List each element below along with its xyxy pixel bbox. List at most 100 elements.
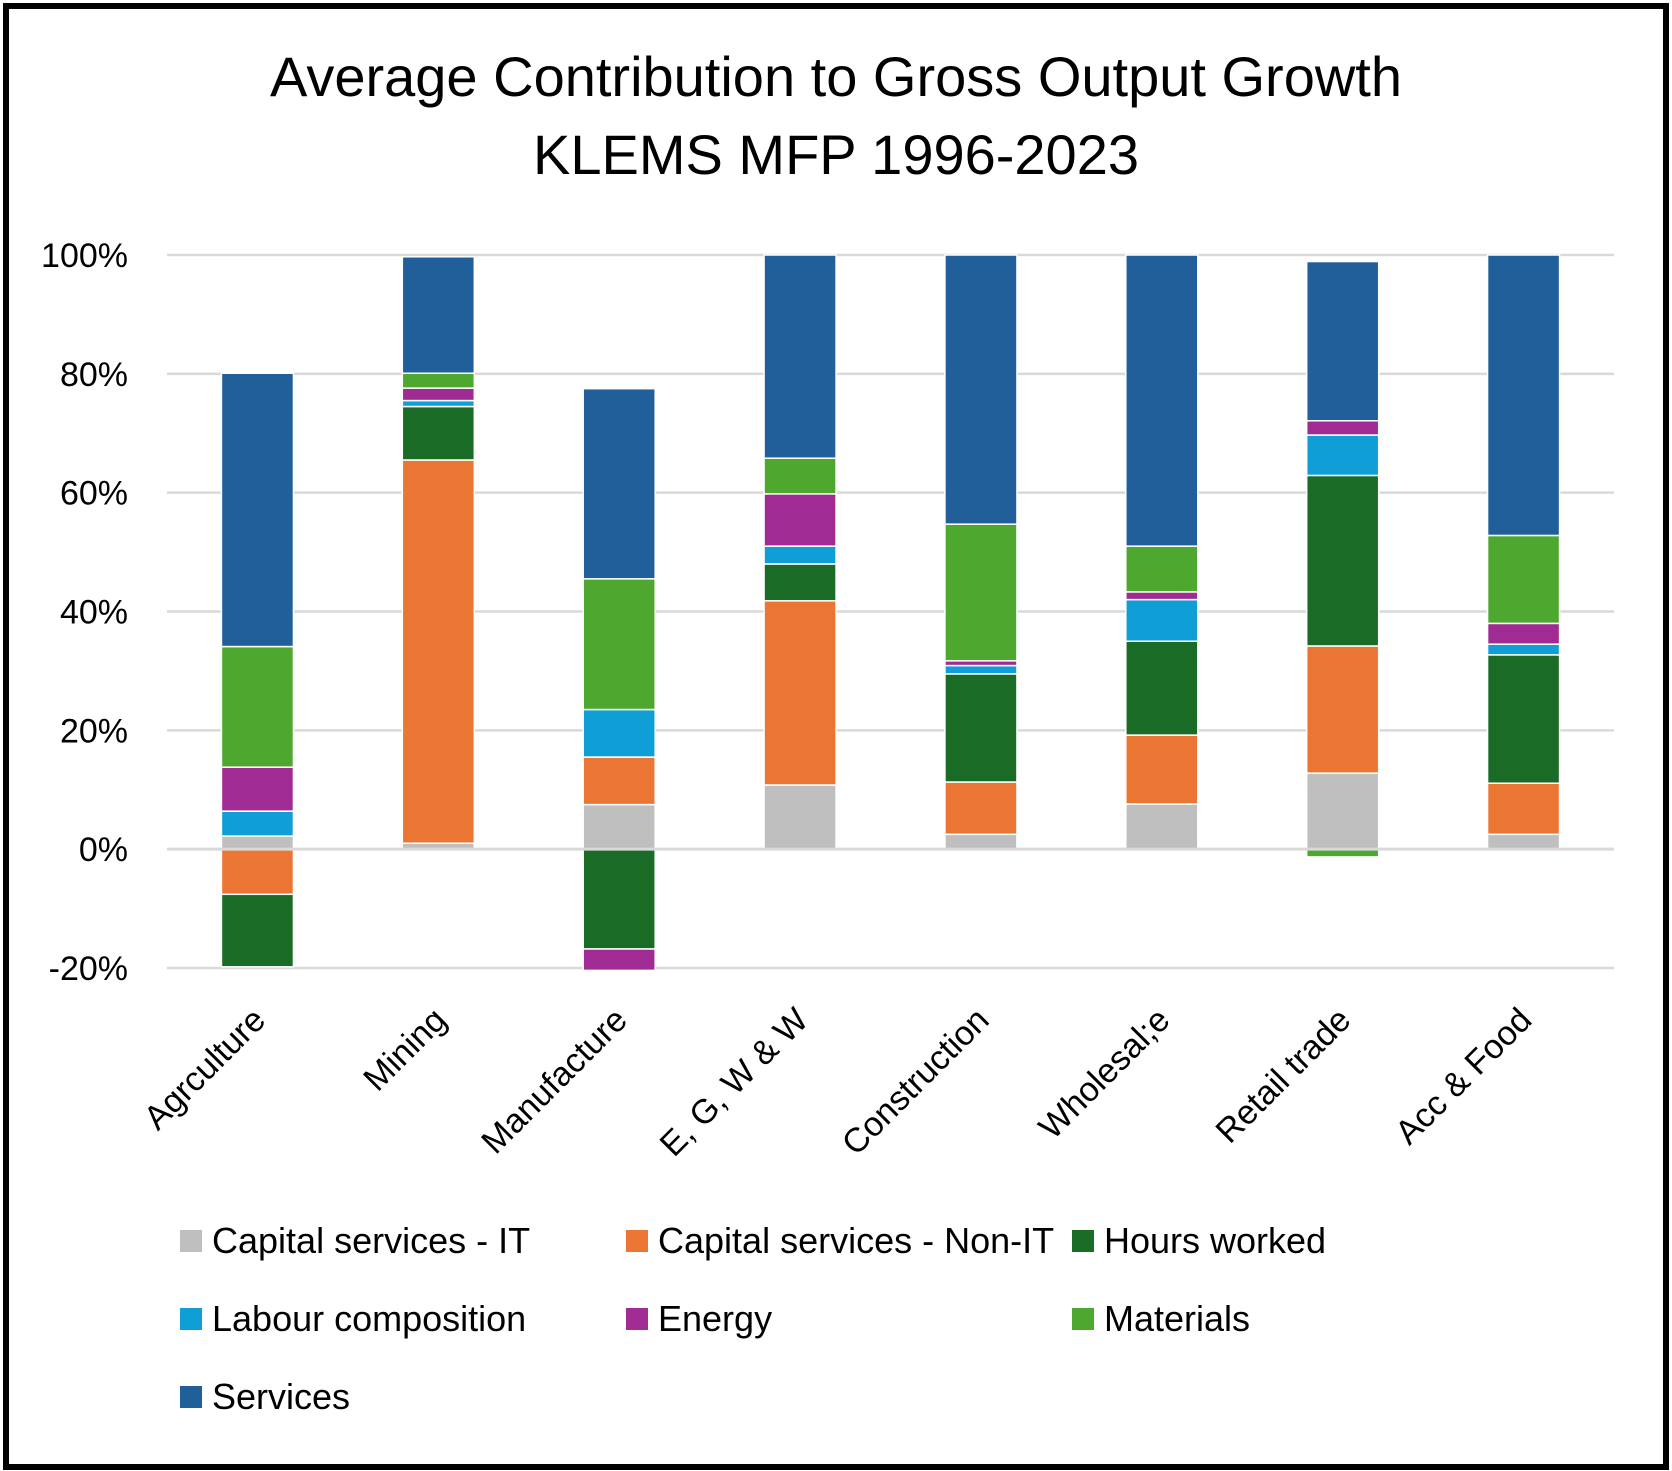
x-tick-label: E, G, W & W [653, 1001, 816, 1164]
legend-label: Materials [1104, 1298, 1251, 1339]
bar-segment [1125, 734, 1199, 805]
legend-item: Services [180, 1376, 350, 1418]
bar-segment [763, 784, 837, 850]
bar-stack [401, 256, 476, 850]
chart-title-line-1: Average Contribution to Gross Output Gro… [270, 45, 1402, 108]
x-tick-label: Manufacture [474, 1001, 635, 1162]
bar-segment [1125, 640, 1199, 736]
bar-stack [582, 387, 656, 972]
bar-segment [582, 948, 656, 972]
x-tick-label: Retail trade [1209, 1001, 1359, 1151]
y-tick-label: 60% [60, 475, 128, 513]
y-tick-label: 100% [41, 237, 128, 275]
x-tick-label: Mining [356, 1001, 454, 1099]
bar-stack [1305, 260, 1380, 858]
gridlines [167, 253, 1614, 970]
bar-segment [401, 405, 476, 461]
x-tick-label: Agrculture [137, 1001, 273, 1137]
bar-segment [763, 545, 837, 565]
bar-segment [944, 673, 1018, 783]
bar-segment [1486, 833, 1561, 850]
bar-segment [220, 645, 295, 768]
bar-segment [1125, 803, 1199, 850]
bar-segment [401, 387, 476, 402]
bar-segment [220, 372, 295, 648]
bar-segment [220, 766, 295, 812]
bar-segment [220, 893, 295, 968]
bar-segment [944, 833, 1018, 850]
chart-title-line-2: KLEMS MFP 1996-2023 [533, 123, 1139, 186]
bar-segment [1305, 645, 1380, 774]
x-tick-label: Construction [835, 1001, 997, 1163]
bar-segment [1305, 474, 1380, 647]
bar-stack [763, 254, 837, 850]
bar-segment [582, 708, 656, 758]
y-tick-label: 80% [60, 356, 128, 394]
legend-label: Capital services - IT [212, 1220, 531, 1261]
bar-segment [763, 457, 837, 495]
bar-segment [401, 372, 476, 389]
bar-segment [1125, 254, 1199, 547]
bar-segment [763, 493, 837, 547]
bar-stack [220, 372, 295, 968]
bar-segment [220, 835, 295, 850]
bar-segment [944, 664, 1018, 675]
bar-segment [582, 387, 656, 580]
bar-segment [401, 399, 476, 408]
legend-label: Hours worked [1104, 1220, 1327, 1261]
bar-segment [1486, 254, 1561, 537]
bar-segment [582, 803, 656, 850]
legend-item: Labour composition [180, 1298, 526, 1340]
y-tick-label: 40% [60, 594, 128, 632]
legend-item: Materials [1072, 1298, 1250, 1340]
bar-segment [1125, 545, 1199, 593]
bar-segment [1125, 591, 1199, 601]
bar-segment [220, 848, 295, 896]
bars [220, 254, 1561, 972]
legend-swatch [180, 1308, 202, 1330]
bar-segment [582, 578, 656, 711]
bar-segment [582, 756, 656, 806]
y-axis-tick-labels: -20% 0% 20% 40% 60% 80% 100% [41, 237, 128, 988]
legend-swatch [626, 1308, 648, 1330]
legend-label: Energy [658, 1298, 773, 1339]
bar-segment [401, 459, 476, 844]
legend-label: Labour composition [212, 1298, 527, 1339]
bar-segment [944, 254, 1018, 525]
bar-stack [944, 254, 1018, 850]
legend-swatch [180, 1230, 202, 1252]
bar-segment [1486, 654, 1561, 784]
bar-segment [944, 781, 1018, 836]
y-tick-label: 0% [79, 831, 128, 869]
bar-stack [1125, 254, 1199, 850]
legend-swatch [1072, 1230, 1094, 1252]
bar-stack [1486, 254, 1561, 850]
bar-segment [1125, 598, 1199, 642]
legend-label: Capital services - Non-IT [658, 1220, 1055, 1261]
legend-swatch [180, 1386, 202, 1408]
bar-segment [763, 254, 837, 459]
x-axis-category-labels: Agrculture Mining Manufacture E, G, W & W Co… [137, 1001, 1540, 1164]
y-tick-label: -20% [49, 950, 128, 988]
legend-item: Hours worked [1072, 1220, 1326, 1262]
legend-swatch [1072, 1308, 1094, 1330]
bar-segment [401, 256, 476, 374]
legend-item: Capital services - Non-IT [626, 1220, 1054, 1262]
bar-segment [763, 563, 837, 602]
bar-segment [582, 848, 656, 950]
bar-segment [1305, 772, 1380, 850]
legend-label: Services [212, 1376, 351, 1417]
legend-item: Energy [626, 1298, 772, 1340]
bar-segment [1486, 622, 1561, 645]
bar-segment [1305, 434, 1380, 477]
legend-item: Capital services - IT [180, 1220, 530, 1262]
bar-segment [1305, 420, 1380, 436]
bar-segment [1305, 260, 1380, 422]
bar-segment [1486, 643, 1561, 656]
x-tick-label: Wholesal;e [1032, 1001, 1178, 1147]
x-tick-label: Acc & Food [1388, 1001, 1539, 1152]
bar-segment [1486, 782, 1561, 836]
bar-segment [944, 523, 1018, 662]
bar-segment [1486, 534, 1561, 625]
